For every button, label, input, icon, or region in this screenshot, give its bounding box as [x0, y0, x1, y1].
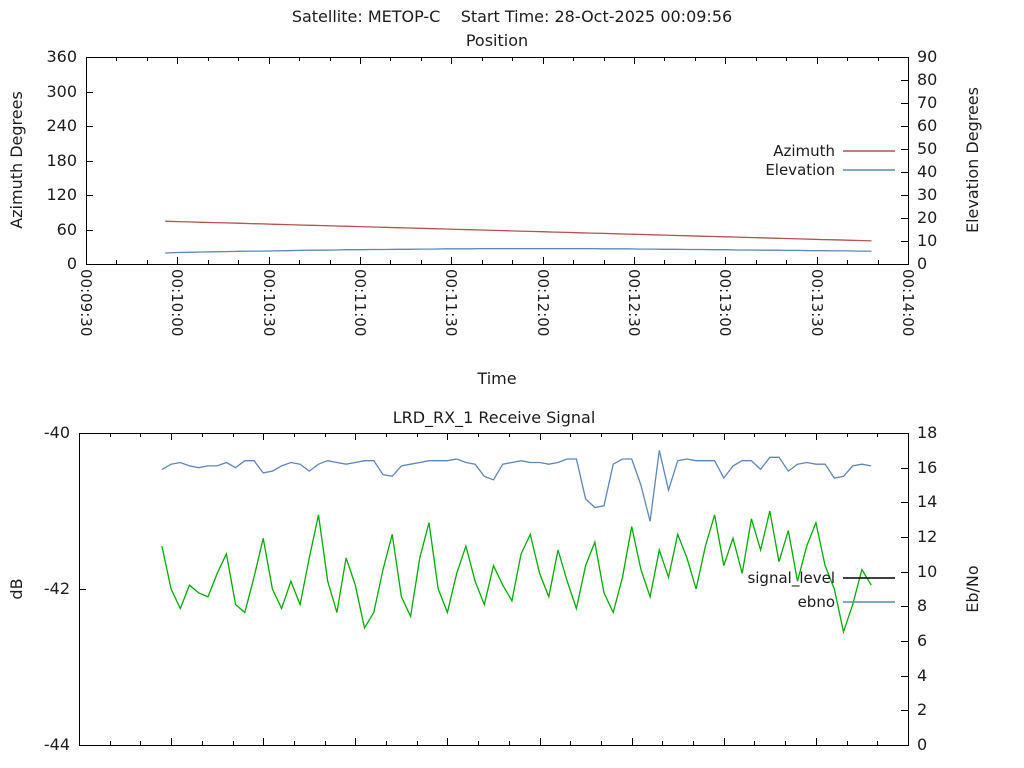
position-chart-title: Position	[465, 31, 529, 50]
Elevation-line	[165, 247, 872, 254]
x-tick-label: 00:11:30	[442, 269, 461, 337]
y-right-tick-label: 16	[917, 457, 938, 477]
legend-label-elevation: Elevation	[765, 161, 835, 179]
legend-label-signal-level: signal_level	[747, 569, 835, 587]
y-right-tick-label: 20	[917, 208, 938, 227]
y-right-tick-label: 80	[917, 70, 938, 89]
y-left-tick-label: -42	[43, 579, 70, 598]
y-right-tick-label: 12	[917, 527, 938, 546]
y-left-tick-label: 240	[46, 116, 77, 135]
y-right-tick-label: 30	[917, 185, 938, 204]
signal_level-line	[161, 510, 872, 635]
y-right-tick-label: 6	[917, 631, 928, 650]
x-tick-label: 00:12:30	[625, 269, 643, 337]
y-right-tick-label: 40	[917, 162, 938, 181]
y-left-tick-label: 120	[46, 185, 77, 204]
x-tick-label: 00:14:00	[899, 269, 917, 337]
time-axis-label: Time	[477, 369, 517, 388]
y-right-tick-label: 8	[917, 596, 928, 616]
x-tick-label: 00:13:00	[716, 269, 735, 337]
y-right-tick-label: 10	[917, 231, 938, 250]
y-right-tick-label: 60	[917, 116, 938, 135]
y-left-tick-label: 60	[56, 219, 77, 239]
y-right-tick-label: 18	[917, 423, 938, 442]
x-tick-label: 00:10:00	[168, 269, 187, 337]
y-right-tick-label: 10	[917, 561, 938, 581]
y-left-tick-label: -40	[43, 423, 70, 442]
Azimuth-line	[165, 220, 872, 242]
y-right-tick-label: 70	[917, 93, 938, 112]
y-left-tick-label: 360	[46, 47, 77, 66]
y-right-tick-label: 0	[917, 254, 928, 273]
legend-label-azimuth: Azimuth	[773, 142, 835, 160]
y-right-tick-label: 4	[917, 665, 928, 685]
x-tick-label: 00:12:00	[533, 269, 552, 337]
ebno-line	[161, 450, 872, 522]
x-tick-label: 00:09:30	[77, 269, 95, 337]
x-tick-label: 00:13:30	[807, 269, 826, 337]
y-right-tick-label: 50	[917, 139, 938, 158]
main-title: Satellite: METOP-C Start Time: 28-Oct-20…	[291, 7, 733, 26]
legend-label-ebno: ebno	[797, 593, 835, 611]
y-left-tick-label: -44	[43, 735, 70, 754]
y-left-tick-label: 180	[46, 150, 77, 170]
y-right-tick-label: 0	[917, 735, 928, 754]
receive-signal-chart-title: LRD_RX_1 Receive Signal	[392, 408, 596, 427]
y-right-tick-label: 14	[917, 492, 938, 512]
x-tick-label: 00:11:00	[351, 269, 369, 337]
y-right-tick-label: 2	[917, 700, 928, 720]
y-left-tick-label: 300	[46, 81, 77, 101]
y-left-tick-label: 0	[66, 254, 77, 273]
y-right-tick-label: 90	[917, 47, 938, 66]
x-tick-label: 00:10:30	[259, 269, 278, 337]
